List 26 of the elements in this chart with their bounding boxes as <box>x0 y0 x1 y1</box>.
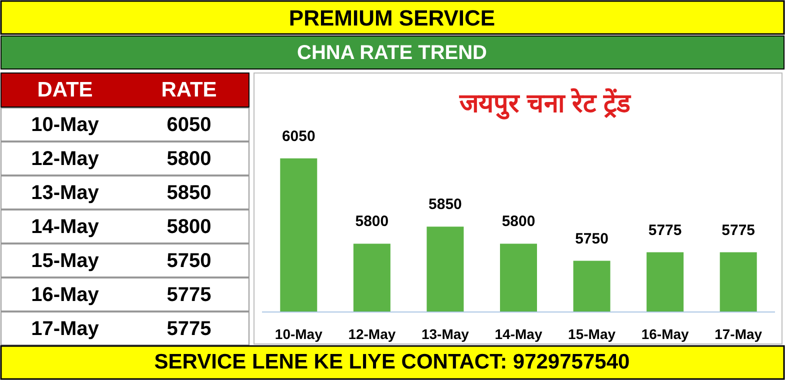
data-label: 6050 <box>282 128 316 145</box>
data-label: 5800 <box>355 213 389 230</box>
category-label: 12-May <box>31 148 100 170</box>
title-banner: CHNA RATE TREND <box>0 36 784 70</box>
data-label: 5775 <box>722 222 756 239</box>
category-label: 15-May <box>31 250 100 272</box>
bottom-banner: SERVICE LENE KE LIYE CONTACT: 9729757540 <box>0 345 785 380</box>
x-tick-label: 16-May <box>641 326 690 342</box>
table-header: DATE RATE <box>0 72 250 108</box>
category-label: 14-May <box>31 216 100 238</box>
chart-title: CHNA RATE TREND <box>297 42 487 64</box>
x-tick-label: 13-May <box>421 326 470 342</box>
category-label: 10-May <box>31 114 100 136</box>
data-label: 5850 <box>428 196 462 214</box>
x-tick-label: 15-May <box>568 326 616 342</box>
text: जयपुर चना रेट ट्रेंड <box>458 88 632 120</box>
category-label: 16-May <box>31 284 100 306</box>
data-label: 5775 <box>648 222 682 239</box>
x-tick-label: 14-May <box>494 326 542 342</box>
x-tick-label: 12-May <box>348 326 396 342</box>
top-banner: PREMIUM SERVICE <box>0 0 785 35</box>
x-tick-label: 10-May <box>274 326 323 342</box>
x-tick-label: 17-May <box>714 326 762 342</box>
data-label: 5800 <box>502 213 536 230</box>
data-label: 5750 <box>575 230 608 248</box>
category-label: 13-May <box>31 182 100 204</box>
